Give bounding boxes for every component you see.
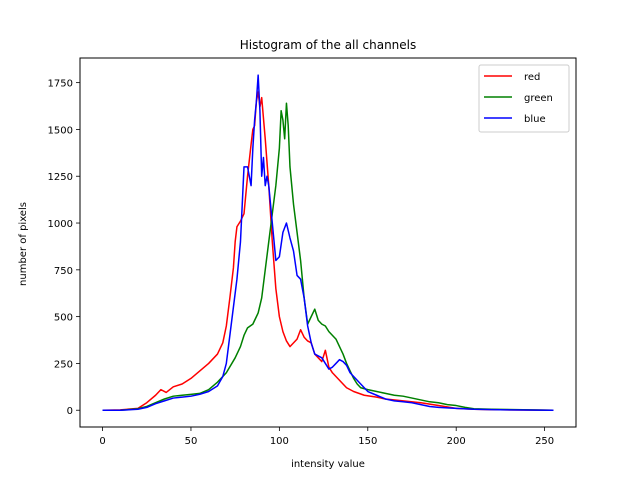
legend-label-green: green <box>524 93 553 104</box>
y-tick-label: 750 <box>54 266 73 277</box>
x-tick-label: 0 <box>99 436 105 447</box>
legend-box <box>478 64 570 133</box>
y-axis-label: number of pixels <box>18 202 29 286</box>
x-axis-label: intensity value <box>291 459 365 470</box>
legend-label-red: red <box>524 72 540 83</box>
series-line-blue <box>102 74 554 411</box>
y-tick-label: 1000 <box>48 219 73 230</box>
y-tick-label: 1250 <box>48 172 73 183</box>
y-axis-ticks: 0 250 500 750 1000 1250 1500 1750 <box>48 79 80 417</box>
y-tick-label: 500 <box>54 313 73 324</box>
x-axis-ticks: 0 50 100 150 200 250 <box>99 427 554 447</box>
y-tick-label: 1750 <box>48 79 73 90</box>
series-line-green <box>102 102 554 411</box>
y-tick-label: 250 <box>54 359 73 370</box>
y-tick-label: 1500 <box>48 125 73 136</box>
legend: red green blue <box>478 64 570 133</box>
chart-title: Histogram of the all channels <box>240 38 417 52</box>
x-tick-label: 150 <box>358 436 377 447</box>
axes-frame <box>79 57 577 428</box>
x-tick-label: 100 <box>270 436 289 447</box>
x-tick-label: 250 <box>535 436 554 447</box>
series-line-red <box>102 91 554 411</box>
plot-area <box>102 74 554 411</box>
x-tick-label: 200 <box>447 436 466 447</box>
legend-label-blue: blue <box>524 114 546 125</box>
x-tick-label: 50 <box>185 436 198 447</box>
y-tick-label: 0 <box>67 406 73 417</box>
